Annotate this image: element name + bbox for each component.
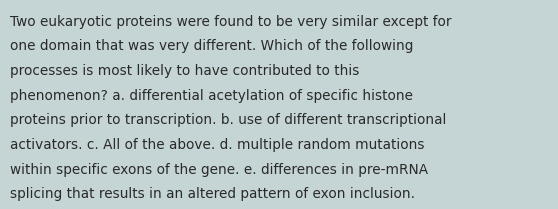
Text: Two eukaryotic proteins were found to be very similar except for: Two eukaryotic proteins were found to be… [10, 15, 451, 29]
Text: splicing that results in an altered pattern of exon inclusion.: splicing that results in an altered patt… [10, 187, 415, 201]
Text: activators. c. All of the above. d. multiple random mutations: activators. c. All of the above. d. mult… [10, 138, 425, 152]
Text: processes is most likely to have contributed to this: processes is most likely to have contrib… [10, 64, 359, 78]
Text: within specific exons of the gene. e. differences in pre-mRNA: within specific exons of the gene. e. di… [10, 163, 428, 177]
Text: one domain that was very different. Which of the following: one domain that was very different. Whic… [10, 39, 413, 53]
Text: phenomenon? a. differential acetylation of specific histone: phenomenon? a. differential acetylation … [10, 89, 413, 103]
Text: proteins prior to transcription. b. use of different transcriptional: proteins prior to transcription. b. use … [10, 113, 446, 127]
